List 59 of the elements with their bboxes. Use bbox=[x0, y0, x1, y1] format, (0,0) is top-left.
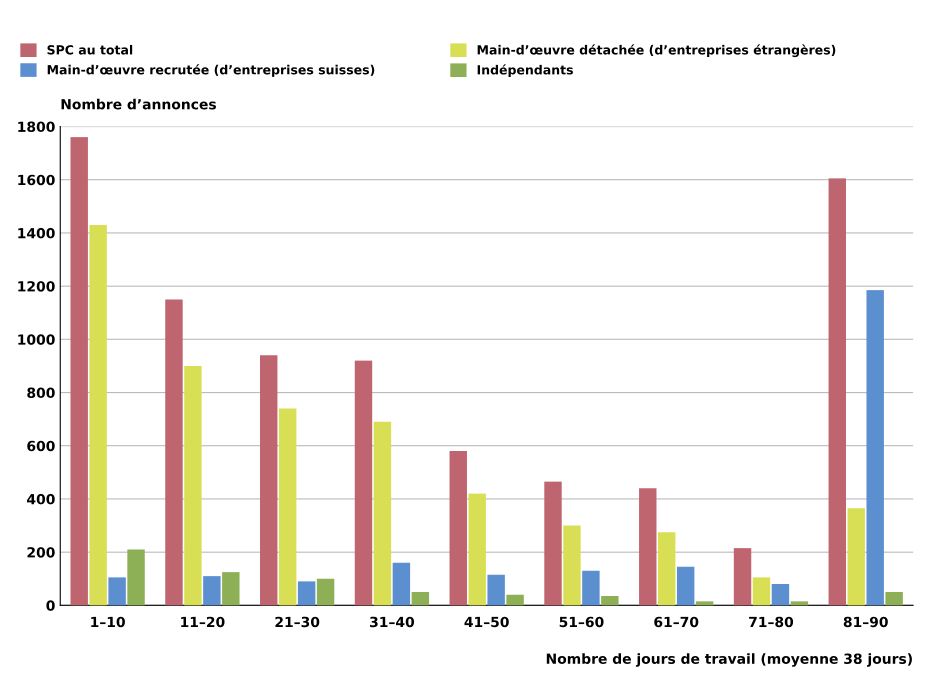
bar bbox=[866, 290, 884, 606]
bar bbox=[392, 562, 410, 606]
bar bbox=[563, 526, 581, 606]
y-tick-label: 600 bbox=[27, 440, 55, 452]
bar bbox=[222, 572, 240, 606]
bar bbox=[70, 137, 88, 606]
bar bbox=[506, 594, 524, 606]
y-tick-label: 800 bbox=[27, 388, 55, 398]
bar bbox=[734, 548, 752, 606]
bar bbox=[89, 224, 107, 606]
bar bbox=[298, 581, 316, 606]
y-axis-title: Nombre d’annonces bbox=[62, 98, 216, 110]
bar bbox=[450, 451, 467, 606]
y-tick-label: 200 bbox=[28, 547, 55, 558]
legend-label: Indépendants bbox=[478, 64, 573, 77]
bar bbox=[544, 482, 562, 606]
x-tick-label: 31–40 bbox=[370, 616, 414, 628]
y-tick-label: 1200 bbox=[18, 281, 55, 292]
bar bbox=[316, 578, 334, 606]
y-tick-label: 1000 bbox=[18, 334, 55, 345]
x-tick-label: 81–90 bbox=[844, 616, 888, 628]
x-tick-label: 51–60 bbox=[560, 616, 604, 628]
bar bbox=[203, 576, 221, 606]
y-tick-label: 1600 bbox=[18, 174, 55, 186]
bar bbox=[412, 592, 430, 606]
y-tick-label: 1800 bbox=[18, 122, 55, 132]
bar bbox=[127, 549, 145, 606]
legend-label: SPC au total bbox=[47, 44, 132, 55]
bar bbox=[374, 422, 392, 606]
bar bbox=[582, 570, 600, 606]
bar bbox=[278, 408, 296, 606]
bar bbox=[468, 494, 486, 606]
bar bbox=[601, 596, 619, 606]
y-tick-label: 1400 bbox=[18, 228, 55, 238]
bar bbox=[260, 355, 278, 606]
x-tick-label: 61–70 bbox=[654, 616, 698, 628]
bar bbox=[165, 299, 183, 606]
bar bbox=[639, 488, 656, 606]
x-tick-label: 41–50 bbox=[464, 616, 509, 628]
bar bbox=[885, 592, 903, 606]
bar bbox=[354, 360, 372, 606]
x-tick-label: 1–10 bbox=[91, 616, 125, 628]
bar bbox=[828, 178, 846, 606]
y-tick-label: 0 bbox=[46, 600, 55, 611]
bar bbox=[676, 566, 694, 606]
legend-label: Main-d’œuvre recrutée (d’entreprises suisses) bbox=[48, 64, 374, 77]
bar bbox=[772, 584, 790, 606]
bar bbox=[658, 532, 676, 606]
x-tick-label: 21–30 bbox=[275, 616, 320, 628]
legend-label: Main-d’œuvre détachée (d’entreprises étrangères) bbox=[478, 44, 836, 58]
x-tick-label: 11–20 bbox=[181, 616, 225, 628]
bar bbox=[487, 574, 505, 606]
bar bbox=[752, 577, 770, 606]
bar bbox=[848, 508, 865, 606]
bar bbox=[184, 366, 202, 606]
bar bbox=[108, 577, 126, 606]
x-tick-label: 71–80 bbox=[749, 616, 794, 628]
y-tick-label: 400 bbox=[27, 494, 55, 504]
x-axis-title: Nombre de jours de travail (moyenne 38 jours) bbox=[546, 653, 912, 667]
